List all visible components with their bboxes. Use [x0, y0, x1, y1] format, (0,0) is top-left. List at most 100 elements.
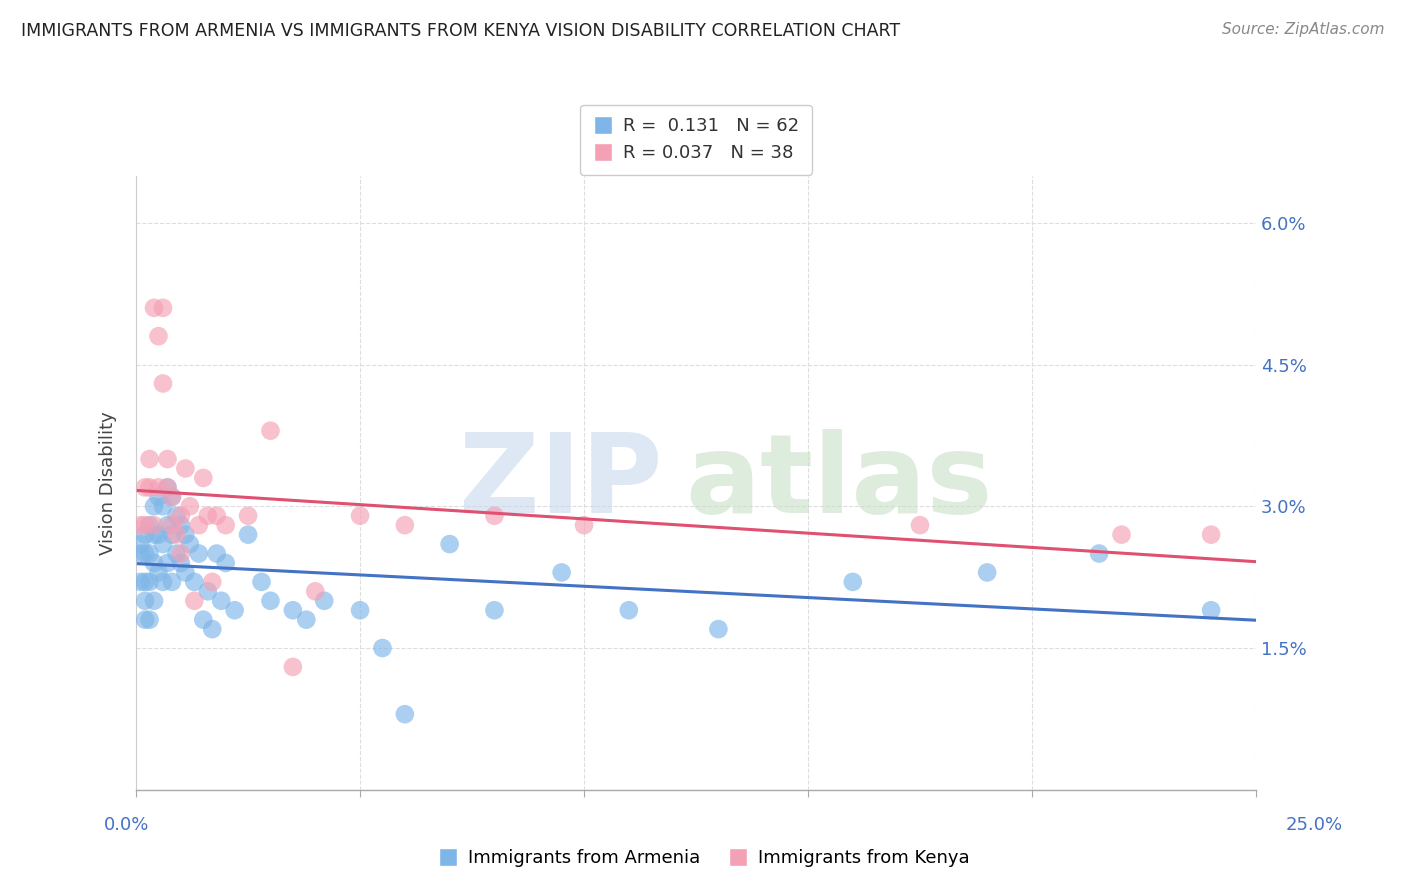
Point [143, 527, 166, 541]
Point [187, 518, 209, 533]
Point [138, 613, 160, 627]
Point [138, 547, 160, 561]
Legend: R =  0.131   N = 62, R = 0.037   N = 38: R = 0.131 N = 62, R = 0.037 N = 38 [579, 104, 813, 175]
Point [179, 500, 201, 514]
Point [908, 518, 931, 533]
Point [1199, 527, 1222, 541]
Point [197, 508, 219, 523]
Point [193, 471, 215, 485]
Point [152, 301, 174, 315]
Y-axis label: Vision Disability: Vision Disability [100, 411, 117, 555]
Point [215, 518, 238, 533]
Point [215, 556, 238, 570]
Point [295, 613, 318, 627]
Point [224, 603, 246, 617]
Point [572, 518, 595, 533]
Point [148, 480, 170, 494]
Point [1111, 527, 1133, 541]
Point [160, 490, 183, 504]
Point [156, 480, 179, 494]
Point [183, 574, 205, 589]
Point [156, 518, 179, 533]
Point [148, 566, 170, 580]
Point [143, 500, 166, 514]
Point [134, 480, 156, 494]
Point [148, 490, 170, 504]
Point [187, 547, 209, 561]
Point [179, 537, 201, 551]
Point [205, 508, 228, 523]
Point [250, 574, 273, 589]
Point [1088, 547, 1111, 561]
Point [201, 622, 224, 636]
Point [160, 490, 183, 504]
Text: Source: ZipAtlas.com: Source: ZipAtlas.com [1222, 22, 1385, 37]
Point [165, 547, 187, 561]
Point [707, 622, 730, 636]
Point [394, 707, 416, 722]
Point [129, 574, 152, 589]
Point [129, 547, 152, 561]
Point [371, 640, 394, 655]
Text: atlas: atlas [685, 429, 993, 536]
Point [170, 508, 193, 523]
Point [236, 527, 259, 541]
Point [138, 452, 160, 467]
Point [304, 584, 326, 599]
Point [174, 461, 197, 475]
Point [134, 547, 156, 561]
Point [349, 508, 371, 523]
Legend: Immigrants from Armenia, Immigrants from Kenya: Immigrants from Armenia, Immigrants from… [430, 842, 976, 874]
Point [209, 594, 232, 608]
Text: ZIP: ZIP [458, 429, 662, 536]
Point [148, 329, 170, 343]
Point [143, 301, 166, 315]
Text: 0.0%: 0.0% [104, 816, 149, 834]
Point [439, 537, 461, 551]
Point [170, 518, 193, 533]
Point [156, 556, 179, 570]
Point [160, 527, 183, 541]
Point [160, 574, 183, 589]
Point [138, 574, 160, 589]
Point [165, 508, 187, 523]
Point [143, 594, 166, 608]
Point [170, 556, 193, 570]
Point [156, 452, 179, 467]
Point [134, 574, 156, 589]
Text: IMMIGRANTS FROM ARMENIA VS IMMIGRANTS FROM KENYA VISION DISABILITY CORRELATION C: IMMIGRANTS FROM ARMENIA VS IMMIGRANTS FR… [21, 22, 900, 40]
Point [138, 480, 160, 494]
Point [349, 603, 371, 617]
Point [484, 603, 506, 617]
Point [281, 603, 304, 617]
Point [174, 566, 197, 580]
Point [259, 594, 281, 608]
Point [842, 574, 865, 589]
Point [484, 508, 506, 523]
Point [550, 566, 572, 580]
Point [976, 566, 998, 580]
Point [259, 424, 281, 438]
Point [129, 518, 152, 533]
Point [152, 574, 174, 589]
Point [394, 518, 416, 533]
Point [134, 594, 156, 608]
Point [205, 547, 228, 561]
Point [143, 518, 166, 533]
Point [165, 527, 187, 541]
Point [1199, 603, 1222, 617]
Point [134, 527, 156, 541]
Point [236, 508, 259, 523]
Point [281, 660, 304, 674]
Point [152, 500, 174, 514]
Point [201, 574, 224, 589]
Text: 25.0%: 25.0% [1286, 816, 1343, 834]
Point [156, 480, 179, 494]
Point [174, 527, 197, 541]
Point [197, 584, 219, 599]
Point [148, 527, 170, 541]
Point [143, 556, 166, 570]
Point [170, 547, 193, 561]
Point [152, 537, 174, 551]
Point [193, 613, 215, 627]
